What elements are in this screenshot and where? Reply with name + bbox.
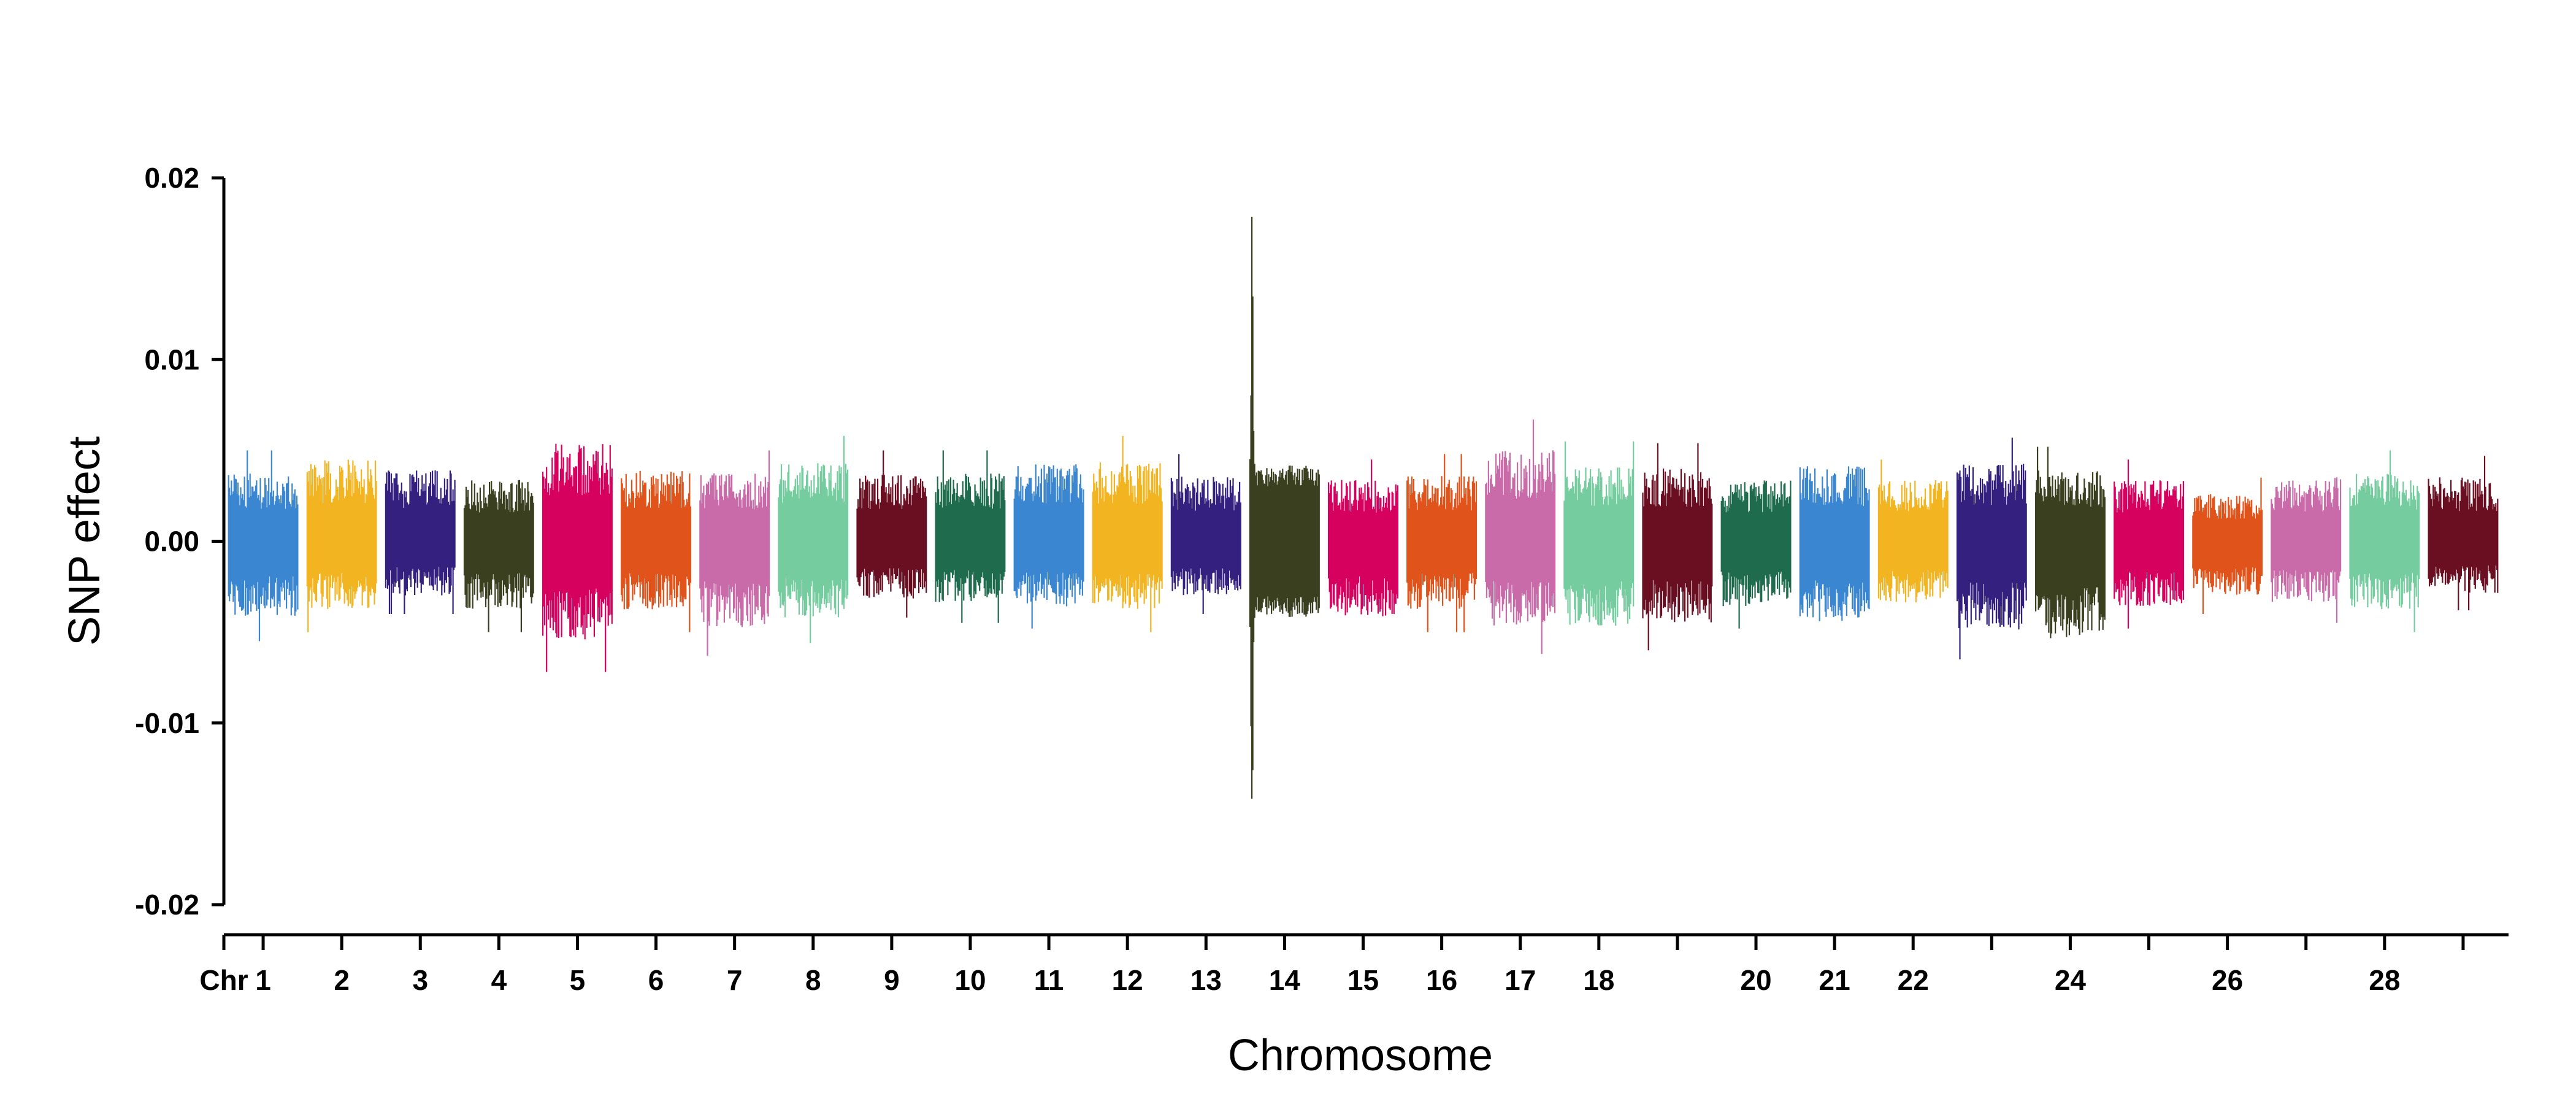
y-tick-label: -0.02	[135, 889, 199, 921]
x-tick-label: 17	[1505, 964, 1536, 996]
chromosome-2-signal	[306, 459, 377, 632]
x-tick-label: 18	[1583, 964, 1614, 996]
x-tick-label: 11	[1034, 964, 1064, 996]
chromosome-3-signal	[385, 470, 456, 614]
chromosome-16-signal	[1406, 454, 1478, 632]
chromosome-14-signal	[1249, 217, 1320, 799]
x-tick-label: 22	[1898, 964, 1929, 996]
y-tick-label: 0.00	[144, 526, 199, 558]
x-axis: Chr 1 2 3 4 5 6 7 8 9 10 11 12 13 14 15 16 17 18 20 21 22 24 26…	[199, 933, 2509, 996]
chromosome-4-signal	[463, 480, 534, 632]
x-tick-label: 8	[805, 964, 821, 996]
y-tick-label: -0.01	[135, 707, 199, 739]
x-tick-label: 10	[954, 964, 986, 996]
chromosome-28-signal	[2349, 450, 2420, 632]
x-tick-label: 12	[1112, 964, 1143, 996]
x-tick-label: 4	[491, 964, 507, 996]
x-axis-title: Chromosome	[1228, 1031, 1493, 1080]
chromosome-13-signal	[1170, 454, 1241, 614]
chromosome-7-signal	[699, 450, 770, 656]
x-tick-label: 9	[884, 964, 900, 996]
x-tick-label: 3	[412, 964, 428, 996]
chromosome-segment-19-signal	[1642, 443, 1713, 651]
chromosome-22-signal	[1877, 459, 1949, 603]
chromosome-6-signal	[621, 470, 691, 632]
snp-effect-series	[228, 217, 2499, 799]
x-tick-label: 7	[727, 964, 743, 996]
y-tick-label: 0.02	[144, 162, 199, 194]
chromosome-9-signal	[856, 450, 927, 618]
x-tick-label: 24	[2055, 964, 2087, 996]
chromosome-26-signal	[2192, 477, 2263, 614]
y-axis: -0.02 -0.01 0.00 0.01 0.02	[135, 162, 226, 921]
x-axis-prefix-label: Chr	[199, 964, 248, 996]
x-tick-label: 15	[1347, 964, 1379, 996]
chromosome-12-signal	[1092, 435, 1163, 632]
chromosome-21-signal	[1799, 466, 1870, 621]
chromosome-17-signal	[1485, 420, 1556, 654]
chromosome-18-signal	[1563, 441, 1635, 626]
chromosome-segment-27-signal	[2271, 477, 2342, 623]
chromosome-11-signal	[1013, 464, 1084, 629]
x-tick-label: 21	[1819, 964, 1850, 996]
y-tick-label: 0.01	[144, 343, 199, 375]
chromosome-5-signal	[542, 443, 613, 672]
y-axis-title: SNP effect	[60, 436, 109, 646]
x-tick-label: 26	[2212, 964, 2243, 996]
x-tick-label: 6	[648, 964, 664, 996]
chromosome-segment-25-signal	[2114, 459, 2184, 629]
chromosome-1-signal	[228, 450, 299, 642]
chromosome-24-signal	[2035, 447, 2106, 638]
x-tick-label: 5	[570, 964, 586, 996]
chromosome-15-signal	[1328, 459, 1398, 616]
x-tick-label: 2	[334, 964, 350, 996]
chromosome-20-signal	[1720, 480, 1792, 629]
chromosome-10-signal	[935, 450, 1006, 623]
x-tick-label: 1	[255, 964, 271, 996]
chromosome-segment-29-signal	[2428, 456, 2499, 611]
x-tick-label: 14	[1269, 964, 1301, 996]
x-tick-label: 13	[1190, 964, 1222, 996]
x-tick-label: 20	[1740, 964, 1771, 996]
chromosome-8-signal	[778, 435, 849, 643]
x-tick-label: 16	[1426, 964, 1457, 996]
chromosome-segment-23-signal	[1956, 437, 2027, 660]
x-tick-label: 28	[2369, 964, 2400, 996]
